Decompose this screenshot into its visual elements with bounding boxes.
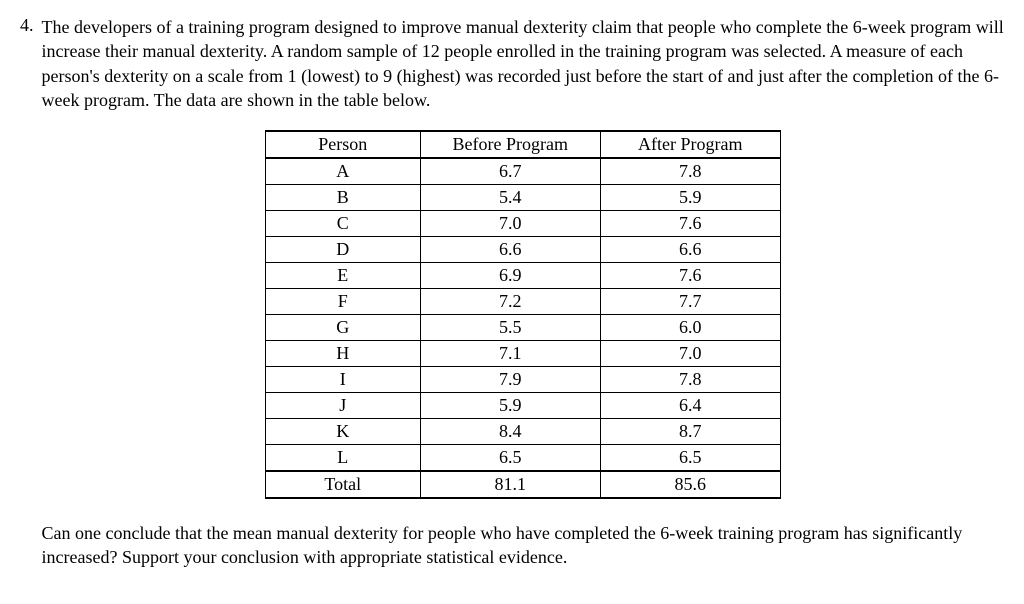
problem-number: 4. (20, 15, 34, 570)
problem-container: 4. The developers of a training program … (20, 15, 1004, 570)
table-cell: 6.6 (420, 237, 600, 263)
table-cell: A (265, 158, 420, 185)
table-row: D6.66.6 (265, 237, 780, 263)
column-header-before: Before Program (420, 131, 600, 158)
table-row: L6.56.5 (265, 445, 780, 472)
table-cell: 7.2 (420, 289, 600, 315)
table-row: B5.45.9 (265, 185, 780, 211)
table-cell: L (265, 445, 420, 472)
table-cell: 5.4 (420, 185, 600, 211)
table-cell: 7.7 (600, 289, 780, 315)
data-table-wrapper: Person Before Program After Program A6.7… (42, 130, 1005, 499)
table-cell: 6.5 (600, 445, 780, 472)
table-cell: 8.7 (600, 419, 780, 445)
table-cell: K (265, 419, 420, 445)
table-cell: 7.0 (600, 341, 780, 367)
table-cell: H (265, 341, 420, 367)
table-row: C7.07.6 (265, 211, 780, 237)
table-cell: 5.9 (420, 393, 600, 419)
table-body: A6.77.8B5.45.9C7.07.6D6.66.6E6.97.6F7.27… (265, 158, 780, 498)
table-row: Total81.185.6 (265, 471, 780, 498)
table-cell: 7.6 (600, 211, 780, 237)
table-cell: 81.1 (420, 471, 600, 498)
table-cell: 7.9 (420, 367, 600, 393)
table-cell: 6.5 (420, 445, 600, 472)
table-cell: 7.1 (420, 341, 600, 367)
table-cell: 7.6 (600, 263, 780, 289)
table-row: G5.56.0 (265, 315, 780, 341)
table-row: F7.27.7 (265, 289, 780, 315)
table-row: K8.48.7 (265, 419, 780, 445)
table-row: A6.77.8 (265, 158, 780, 185)
table-row: J5.96.4 (265, 393, 780, 419)
table-cell: 6.6 (600, 237, 780, 263)
table-cell: C (265, 211, 420, 237)
table-cell: I (265, 367, 420, 393)
table-cell: 6.7 (420, 158, 600, 185)
table-cell: J (265, 393, 420, 419)
table-row: I7.97.8 (265, 367, 780, 393)
table-cell: 7.8 (600, 158, 780, 185)
column-header-after: After Program (600, 131, 780, 158)
problem-body: The developers of a training program des… (42, 15, 1005, 570)
table-row: E6.97.6 (265, 263, 780, 289)
table-cell: F (265, 289, 420, 315)
table-cell: 8.4 (420, 419, 600, 445)
column-header-person: Person (265, 131, 420, 158)
table-cell: 6.9 (420, 263, 600, 289)
table-cell: G (265, 315, 420, 341)
table-row: H7.17.0 (265, 341, 780, 367)
table-cell: 5.9 (600, 185, 780, 211)
closing-question: Can one conclude that the mean manual de… (42, 521, 1005, 570)
table-cell: 6.0 (600, 315, 780, 341)
table-cell: Total (265, 471, 420, 498)
table-cell: 7.0 (420, 211, 600, 237)
table-cell: 7.8 (600, 367, 780, 393)
table-cell: D (265, 237, 420, 263)
table-cell: B (265, 185, 420, 211)
table-cell: E (265, 263, 420, 289)
table-cell: 6.4 (600, 393, 780, 419)
table-header-row: Person Before Program After Program (265, 131, 780, 158)
table-cell: 85.6 (600, 471, 780, 498)
table-cell: 5.5 (420, 315, 600, 341)
dexterity-data-table: Person Before Program After Program A6.7… (265, 130, 781, 499)
problem-text: The developers of a training program des… (42, 15, 1005, 112)
